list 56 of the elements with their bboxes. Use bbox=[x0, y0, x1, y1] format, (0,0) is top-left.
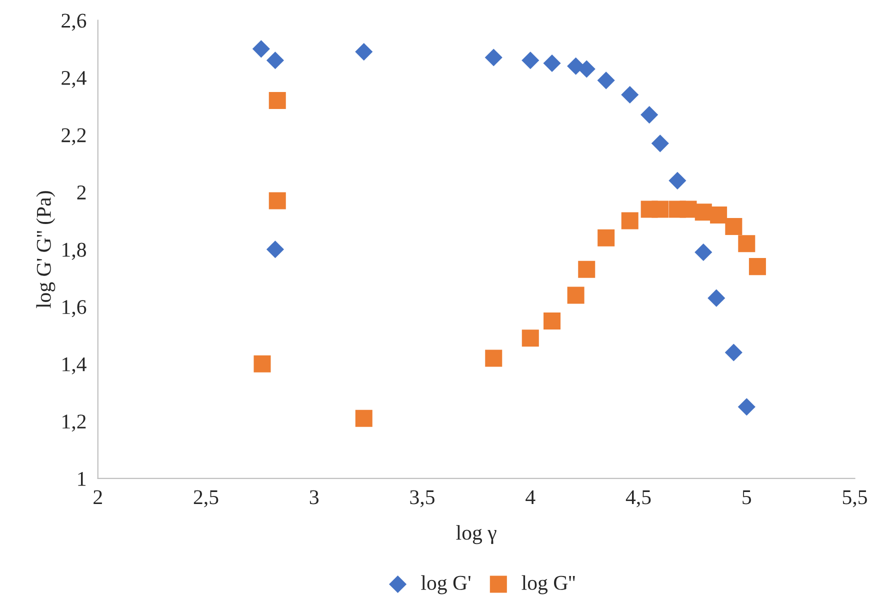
point bbox=[522, 52, 540, 70]
x-tick-label: 3,5 bbox=[410, 490, 434, 508]
x-tick-label: 5,5 bbox=[842, 490, 867, 508]
point bbox=[680, 200, 697, 218]
point bbox=[652, 200, 669, 218]
y-tick-label: 2,2 bbox=[62, 128, 86, 146]
point bbox=[598, 229, 615, 246]
x-tick-label: 4,5 bbox=[626, 490, 651, 508]
point bbox=[266, 240, 284, 258]
x-tick-label: 3 bbox=[310, 490, 319, 504]
y-tick-label: 2 bbox=[77, 186, 86, 200]
point bbox=[268, 192, 286, 210]
point bbox=[522, 330, 539, 347]
y-tick-label: 1,4 bbox=[62, 357, 86, 374]
point bbox=[621, 86, 639, 104]
point bbox=[668, 172, 686, 190]
point bbox=[266, 52, 284, 70]
y-tick-label: 1,6 bbox=[62, 300, 86, 318]
point bbox=[597, 72, 615, 90]
point bbox=[484, 48, 502, 66]
point bbox=[544, 312, 561, 330]
y-tick-label: 1,8 bbox=[62, 242, 86, 260]
point bbox=[640, 106, 658, 124]
y-tick-label: 1 bbox=[78, 472, 86, 486]
point bbox=[738, 398, 756, 416]
point bbox=[748, 258, 766, 276]
y-tick-label: 2,4 bbox=[62, 71, 86, 88]
x-axis-title: log γ bbox=[456, 525, 496, 544]
point bbox=[252, 40, 270, 58]
point bbox=[724, 344, 742, 362]
point bbox=[738, 235, 756, 252]
y-tick-label: 1,2 bbox=[62, 414, 86, 432]
x-tick-label: 5 bbox=[742, 490, 752, 504]
x-tick-label: 2 bbox=[94, 490, 102, 504]
point bbox=[708, 289, 726, 307]
point bbox=[355, 43, 373, 61]
point bbox=[694, 204, 712, 221]
point bbox=[543, 54, 561, 72]
point bbox=[567, 286, 584, 304]
legend-label: log G' bbox=[421, 575, 470, 594]
point bbox=[578, 60, 596, 78]
point bbox=[578, 260, 596, 278]
point bbox=[710, 206, 728, 224]
point bbox=[485, 350, 502, 367]
y-axis-title: log G' G'' (Pa) bbox=[36, 191, 56, 308]
x-tick-label: 4 bbox=[526, 490, 536, 504]
point bbox=[651, 134, 669, 152]
point bbox=[254, 355, 271, 372]
x-tick-label: 2,5 bbox=[194, 490, 218, 508]
point bbox=[355, 410, 372, 427]
point bbox=[621, 212, 638, 230]
point bbox=[725, 218, 742, 235]
point bbox=[694, 243, 712, 262]
legend-label: log G'' bbox=[522, 575, 575, 594]
point bbox=[268, 92, 286, 109]
y-tick-label: 2,6 bbox=[62, 14, 86, 31]
